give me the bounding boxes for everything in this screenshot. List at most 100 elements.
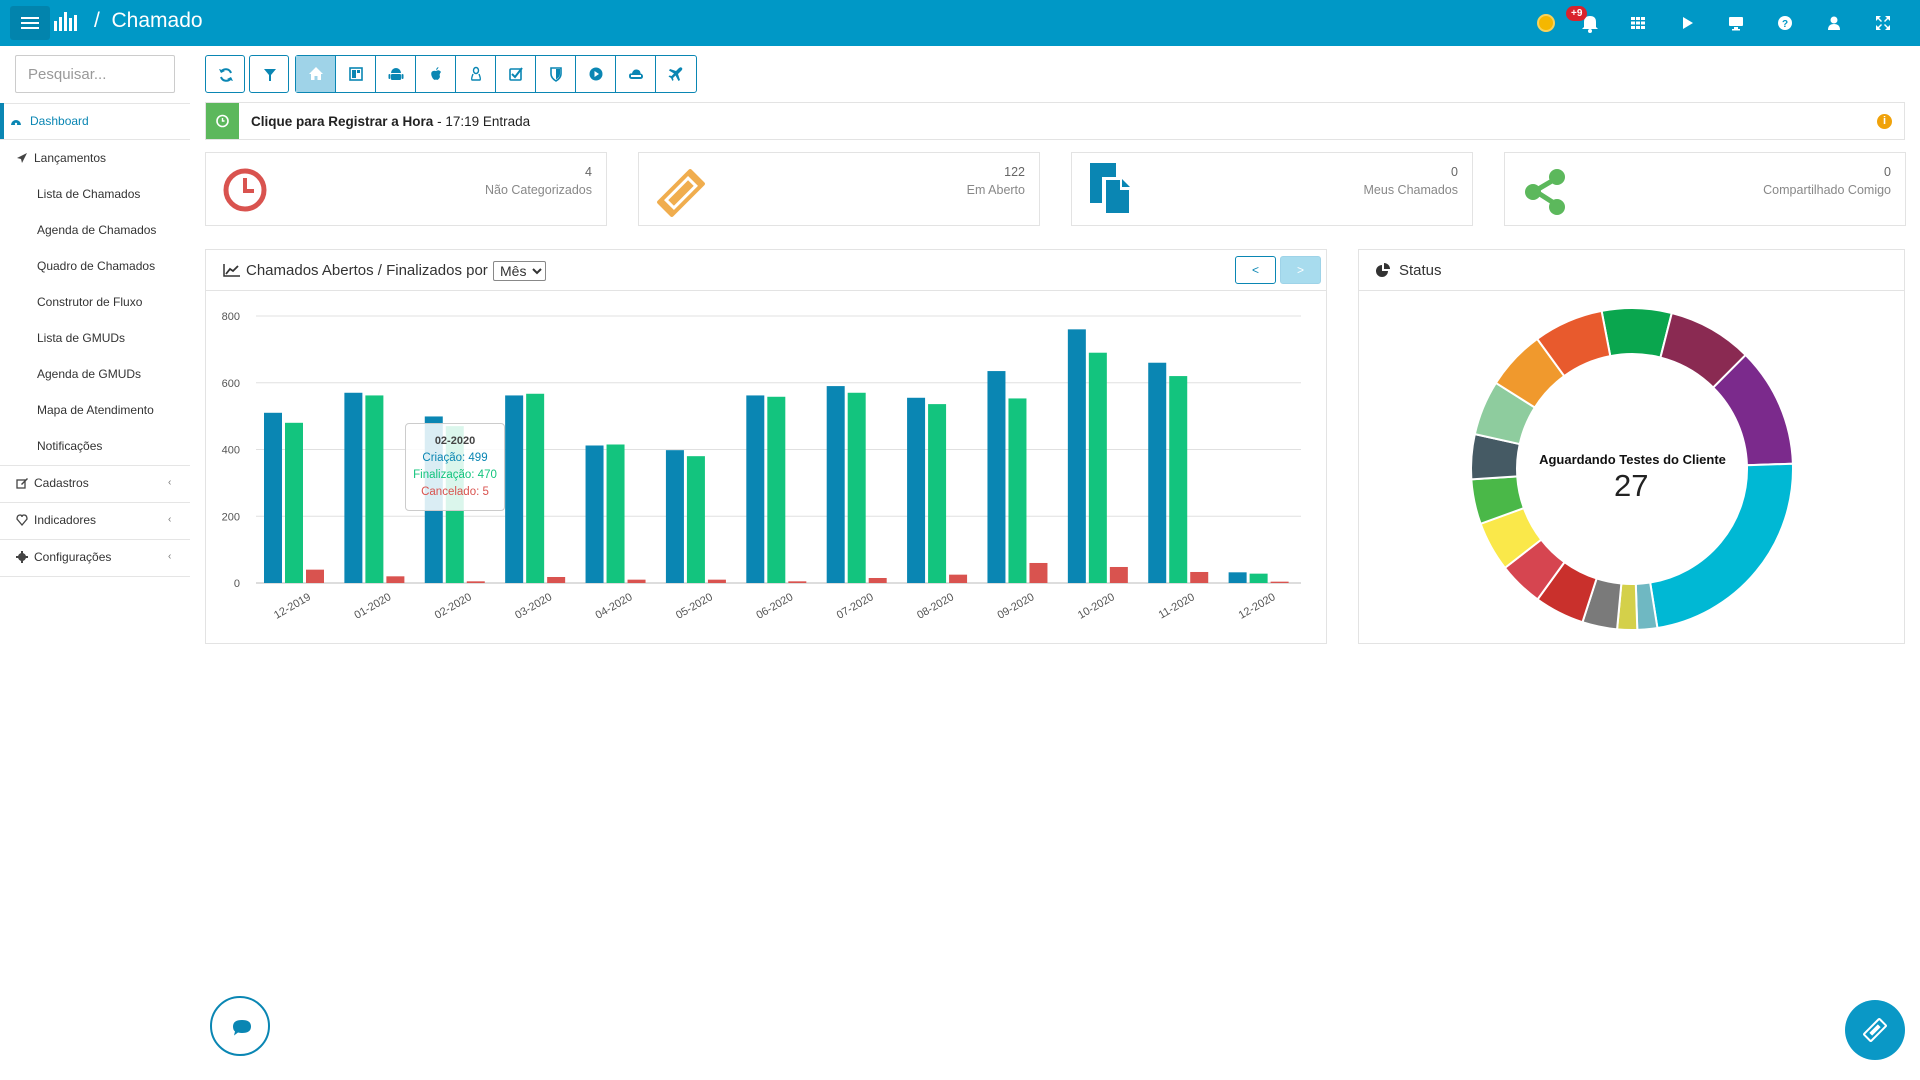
search-input[interactable]: [15, 55, 175, 93]
bar-cancelado: [1029, 562, 1048, 583]
next-period-button[interactable]: >: [1280, 256, 1321, 284]
stat-card-nao-categorizados[interactable]: 4 Não Categorizados: [205, 152, 607, 226]
plane-button[interactable]: [656, 56, 696, 92]
y-tick-label: 800: [222, 311, 240, 323]
play-circle-button[interactable]: [576, 56, 616, 92]
sidebar-item-indicadores[interactable]: Indicadores ‹: [0, 502, 190, 538]
y-tick-label: 400: [222, 445, 240, 457]
sidebar-item-notificacoes[interactable]: Notificações: [0, 428, 190, 464]
stat-card-compartilhado[interactable]: 0 Compartilhado Comigo: [1504, 152, 1906, 226]
shield-button[interactable]: [536, 56, 576, 92]
pie-chart-icon: [1376, 263, 1390, 277]
x-tick-label: 12-2019: [272, 591, 313, 622]
sidebar-item-lista-chamados[interactable]: Lista de Chamados: [0, 176, 190, 212]
apple-button[interactable]: [416, 56, 456, 92]
x-tick-label: 02-2020: [433, 591, 474, 622]
sidebar-divider: [0, 465, 190, 466]
send-icon: [17, 153, 27, 163]
sidebar-item-label: Notificações: [37, 439, 103, 453]
expand-icon[interactable]: [1873, 13, 1893, 33]
linux-button[interactable]: [456, 56, 496, 92]
sidebar-item-lista-gmuds[interactable]: Lista de GMUDs: [0, 320, 190, 356]
sidebar-item-label: Agenda de Chamados: [37, 223, 157, 237]
bar-criação: [1148, 362, 1167, 583]
x-tick-label: 08-2020: [915, 591, 956, 622]
stat-card-em-aberto[interactable]: 122 Em Aberto: [638, 152, 1040, 226]
clock-status-box: [206, 103, 239, 139]
status-panel-title: Status: [1399, 262, 1442, 279]
info-icon[interactable]: i: [1877, 114, 1892, 129]
hamburger-menu-button[interactable]: [10, 6, 50, 40]
board-view-button[interactable]: [336, 56, 376, 92]
ticket-icon: [657, 169, 705, 217]
hamburger-icon: [21, 17, 39, 29]
bar-finalização: [365, 395, 384, 583]
sidebar-item-agenda-gmuds[interactable]: Agenda de GMUDs: [0, 356, 190, 392]
sidebar-item-label: Cadastros: [34, 476, 89, 490]
stat-label: Meus Chamados: [1363, 183, 1459, 197]
new-ticket-button[interactable]: [1845, 1000, 1905, 1060]
home-view-button[interactable]: [296, 56, 336, 92]
checklist-button[interactable]: [496, 56, 536, 92]
chevron-left-icon: ‹: [168, 477, 172, 488]
android-button[interactable]: [376, 56, 416, 92]
y-tick-label: 600: [222, 378, 240, 390]
x-tick-label: 04-2020: [594, 591, 635, 622]
line-chart-icon: [223, 264, 240, 277]
sidebar-item-cadastros[interactable]: Cadastros ‹: [0, 465, 190, 501]
status-panel-header: Status: [1359, 250, 1904, 291]
clock-in-banner[interactable]: Clique para Registrar a Hora - 17:19 Ent…: [205, 102, 1905, 140]
bar-cancelado: [627, 579, 646, 583]
cloud-button[interactable]: [616, 56, 656, 92]
sidebar-item-construtor-fluxo[interactable]: Construtor de Fluxo: [0, 284, 190, 320]
bar-finalização: [526, 393, 545, 583]
bar-finalização: [1008, 398, 1027, 583]
stat-label: Compartilhado Comigo: [1763, 183, 1891, 197]
monitor-icon[interactable]: [1726, 13, 1746, 33]
x-tick-label: 01-2020: [352, 591, 393, 622]
bar-criação: [665, 450, 684, 583]
chat-button[interactable]: [210, 996, 270, 1056]
sidebar-item-label: Configurações: [34, 550, 112, 564]
stat-card-meus-chamados[interactable]: 0 Meus Chamados: [1071, 152, 1473, 226]
refresh-icon: [219, 68, 233, 82]
sidebar-item-label: Dashboard: [30, 114, 89, 128]
help-icon[interactable]: ?: [1775, 13, 1795, 33]
filter-button[interactable]: [249, 55, 289, 93]
sidebar-item-quadro-chamados[interactable]: Quadro de Chamados: [0, 248, 190, 284]
x-tick-label: 03-2020: [513, 591, 554, 622]
user-icon[interactable]: [1824, 13, 1844, 33]
x-tick-label: 07-2020: [835, 591, 876, 622]
cloud-icon: [629, 69, 643, 79]
clock-icon: [223, 168, 267, 212]
clock-action-label: Clique para Registrar a Hora: [251, 114, 434, 129]
x-tick-label: 10-2020: [1076, 591, 1117, 622]
sidebar-item-lancamentos[interactable]: Lançamentos: [0, 140, 190, 176]
period-select[interactable]: Mês: [493, 261, 546, 281]
ticket-icon: [1863, 1018, 1887, 1042]
sidebar-item-configuracoes[interactable]: Configurações ‹: [0, 539, 190, 575]
grid-icon[interactable]: [1628, 13, 1648, 33]
files-icon: [1090, 163, 1132, 217]
status-panel: Status: [1358, 249, 1905, 644]
chart-panel-header: Chamados Abertos / Finalizados por Mês <…: [206, 250, 1326, 291]
bar-cancelado: [386, 576, 405, 583]
logo-icon[interactable]: [54, 12, 82, 32]
coin-icon[interactable]: [1537, 14, 1555, 32]
sidebar-item-dashboard[interactable]: Dashboard: [0, 103, 190, 139]
bar-cancelado: [1190, 571, 1209, 583]
bar-cancelado: [707, 579, 726, 583]
y-tick-label: 200: [222, 511, 240, 523]
bar-cancelado: [547, 576, 566, 583]
svg-text:?: ?: [1782, 19, 1788, 30]
sidebar-item-agenda-chamados[interactable]: Agenda de Chamados: [0, 212, 190, 248]
sidebar-item-mapa-atendimento[interactable]: Mapa de Atendimento: [0, 392, 190, 428]
bell-icon[interactable]: [1580, 13, 1600, 33]
home-icon: [309, 67, 323, 80]
refresh-button[interactable]: [205, 55, 245, 93]
prev-period-button[interactable]: <: [1235, 256, 1276, 284]
edit-icon: [16, 478, 28, 489]
play-icon[interactable]: [1677, 13, 1697, 33]
sidebar-divider: [0, 576, 190, 577]
donut-chart: [1470, 307, 1794, 631]
